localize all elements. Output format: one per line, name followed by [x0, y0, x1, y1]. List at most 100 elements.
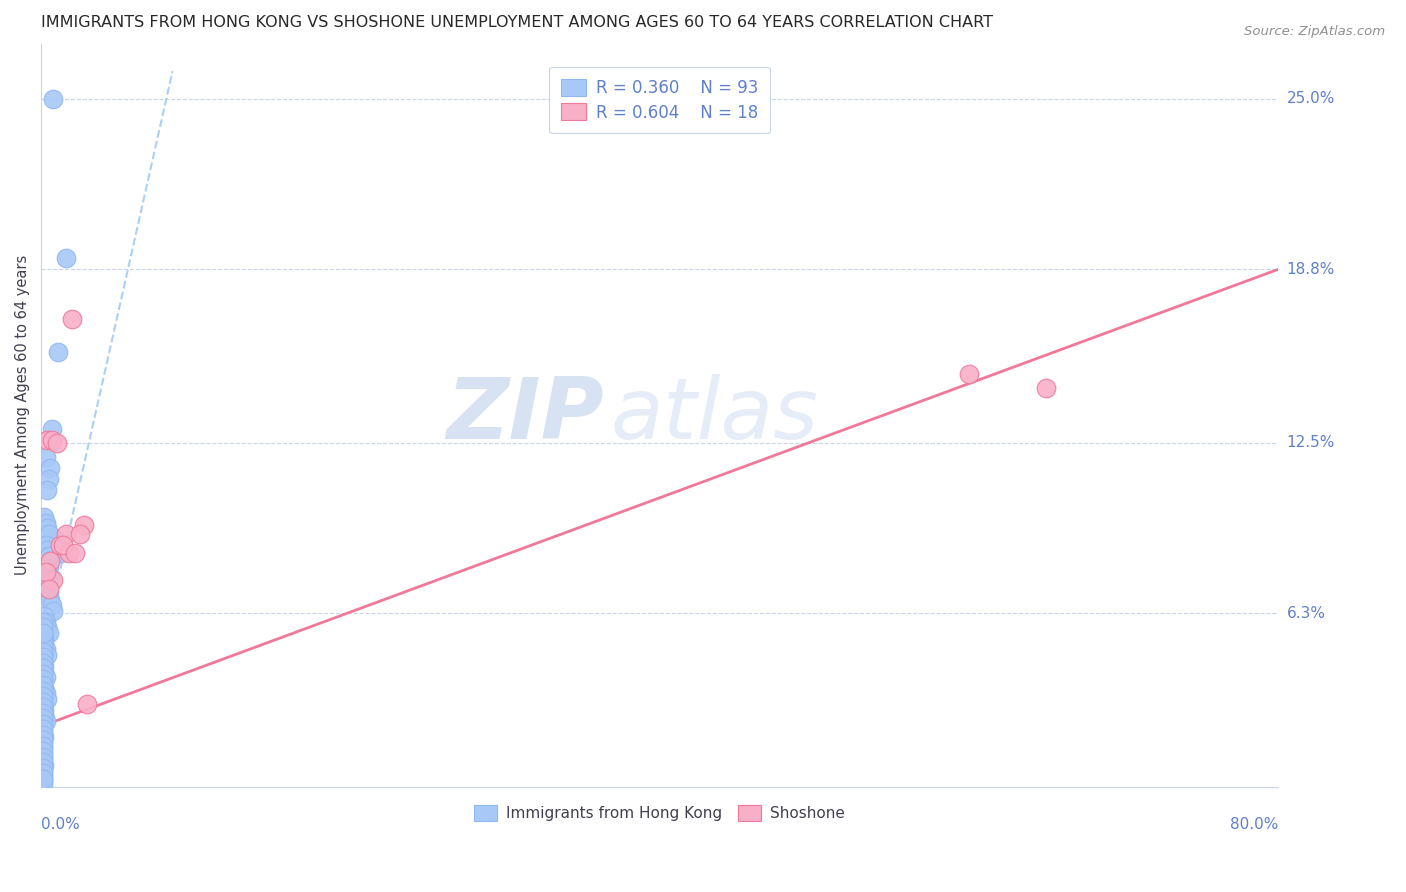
Point — [37, 648, 59, 662]
Point — [31, 736, 53, 750]
Point — [31, 774, 53, 789]
Point — [31, 722, 53, 736]
Point — [32, 665, 55, 679]
Point — [35, 538, 58, 552]
Point — [37, 582, 59, 596]
Point — [63, 546, 86, 560]
Point — [35, 571, 58, 585]
Point — [31, 739, 53, 753]
Point — [41, 433, 63, 447]
Point — [31, 653, 53, 667]
Point — [31, 656, 53, 670]
Text: atlas: atlas — [610, 374, 818, 457]
Text: 18.8%: 18.8% — [1286, 262, 1334, 277]
Point — [39, 571, 62, 585]
Point — [35, 554, 58, 568]
Point — [38, 526, 60, 541]
Point — [39, 554, 62, 568]
Point — [37, 543, 59, 558]
Point — [31, 747, 53, 761]
Point — [32, 703, 55, 717]
Point — [31, 772, 53, 786]
Point — [58, 546, 80, 560]
Point — [32, 565, 55, 579]
Point — [35, 670, 58, 684]
Point — [31, 744, 53, 758]
Text: 0.0%: 0.0% — [41, 817, 80, 832]
Point — [31, 755, 53, 769]
Y-axis label: Unemployment Among Ages 60 to 64 years: Unemployment Among Ages 60 to 64 years — [15, 255, 30, 575]
Point — [38, 625, 60, 640]
Point — [31, 694, 53, 708]
Point — [32, 637, 55, 651]
Point — [45, 435, 67, 450]
Point — [69, 526, 91, 541]
Text: Source: ZipAtlas.com: Source: ZipAtlas.com — [1244, 25, 1385, 38]
Point — [31, 640, 53, 654]
Point — [39, 554, 62, 568]
Point — [31, 700, 53, 714]
Point — [31, 628, 53, 642]
Point — [31, 772, 53, 786]
Point — [31, 733, 53, 747]
Point — [35, 450, 58, 464]
Point — [44, 532, 66, 546]
Point — [31, 683, 53, 698]
Point — [42, 92, 65, 106]
Point — [31, 661, 53, 675]
Point — [31, 634, 53, 648]
Point — [76, 698, 98, 712]
Point — [31, 749, 53, 764]
Point — [31, 766, 53, 780]
Point — [38, 587, 60, 601]
Point — [31, 673, 53, 687]
Point — [31, 689, 53, 703]
Text: 6.3%: 6.3% — [1286, 606, 1326, 621]
Point — [31, 667, 53, 681]
Point — [31, 716, 53, 731]
Point — [38, 559, 60, 574]
Point — [31, 615, 53, 629]
Point — [31, 625, 53, 640]
Text: IMMIGRANTS FROM HONG KONG VS SHOSHONE UNEMPLOYMENT AMONG AGES 60 TO 64 YEARS COR: IMMIGRANTS FROM HONG KONG VS SHOSHONE UN… — [41, 15, 993, 30]
Point — [35, 576, 58, 591]
Point — [31, 620, 53, 634]
Point — [35, 686, 58, 700]
Point — [73, 518, 96, 533]
Point — [51, 546, 73, 560]
Point — [32, 609, 55, 624]
Point — [32, 681, 55, 695]
Point — [31, 741, 53, 756]
Point — [39, 460, 62, 475]
Point — [31, 761, 53, 775]
Point — [37, 691, 59, 706]
Point — [32, 510, 55, 524]
Point — [42, 574, 65, 588]
Point — [37, 433, 59, 447]
Point — [42, 604, 65, 618]
Point — [31, 706, 53, 720]
Point — [32, 731, 55, 745]
Point — [41, 598, 63, 612]
Point — [32, 631, 55, 645]
Point — [35, 516, 58, 530]
Point — [38, 582, 60, 596]
Point — [31, 675, 53, 690]
Point — [60, 312, 83, 326]
Point — [32, 708, 55, 723]
Point — [31, 711, 53, 725]
Point — [31, 698, 53, 712]
Text: 12.5%: 12.5% — [1286, 435, 1334, 450]
Point — [32, 658, 55, 673]
Point — [31, 724, 53, 739]
Point — [46, 345, 69, 359]
Point — [35, 615, 58, 629]
Point — [31, 769, 53, 783]
Point — [1035, 381, 1057, 395]
Point — [48, 538, 70, 552]
Point — [52, 538, 75, 552]
Point — [37, 483, 59, 497]
Point — [35, 714, 58, 728]
Point — [31, 727, 53, 741]
Point — [37, 521, 59, 535]
